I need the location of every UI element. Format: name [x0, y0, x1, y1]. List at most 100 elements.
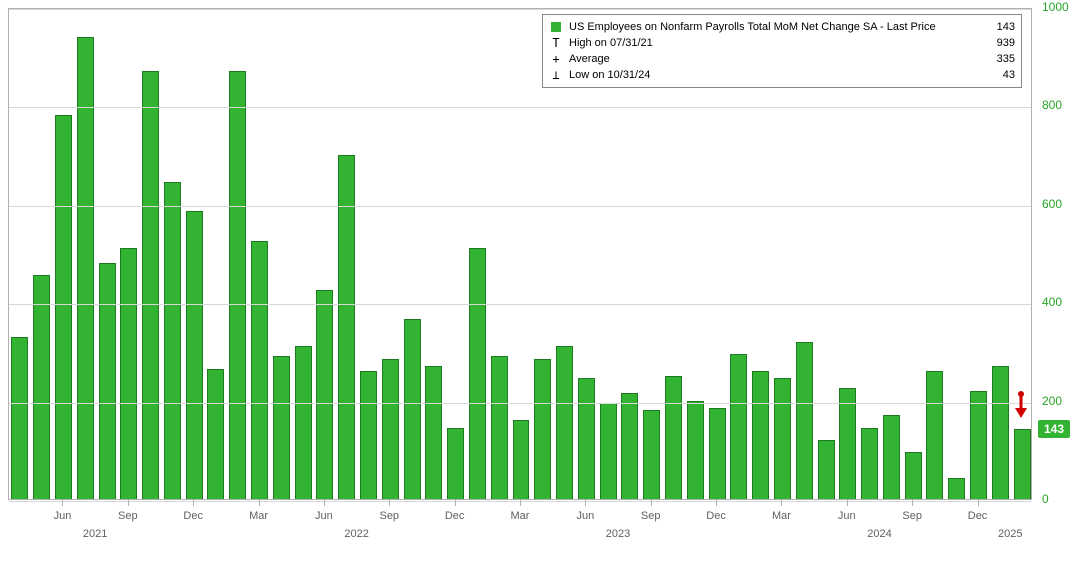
y-tick-label: 600: [1042, 197, 1062, 211]
x-tick: [128, 500, 129, 506]
bar: [33, 275, 50, 499]
gridline: [9, 304, 1031, 305]
last-value-text: 143: [1044, 422, 1064, 436]
x-month-label: Jun: [576, 510, 594, 522]
x-year-label: 2022: [344, 528, 368, 540]
bar: [164, 182, 181, 499]
bar: [186, 211, 203, 499]
bar: [295, 346, 312, 499]
bar: [273, 356, 290, 499]
legend-row-low: ⊥ Low on 10/31/24 43: [549, 67, 1015, 83]
x-tick: [455, 500, 456, 506]
x-tick: [912, 500, 913, 506]
low-glyph-icon: ⊥: [549, 68, 563, 82]
legend-low-label: Low on 10/31/24: [569, 69, 973, 81]
x-year-label: 2024: [867, 528, 891, 540]
x-tick: [978, 500, 979, 506]
y-tick-label: 800: [1042, 98, 1062, 112]
x-tick: [389, 500, 390, 506]
y-tick-label: 200: [1042, 394, 1062, 408]
gridline: [9, 107, 1031, 108]
bar: [534, 359, 551, 499]
x-tick: [62, 500, 63, 506]
bar: [883, 415, 900, 499]
bar: [796, 342, 813, 499]
bar: [469, 248, 486, 499]
bar: [643, 410, 660, 499]
legend-row-average: + Average 335: [549, 51, 1015, 67]
bar: [382, 359, 399, 499]
bar: [55, 115, 72, 499]
x-month-label: Sep: [379, 510, 399, 522]
x-year-label: 2025: [998, 528, 1022, 540]
legend-row-high: T High on 07/31/21 939: [549, 35, 1015, 51]
legend-avg-label: Average: [569, 53, 973, 65]
bar: [99, 263, 116, 499]
bar: [142, 71, 159, 499]
x-month-label: Jun: [315, 510, 333, 522]
bar: [11, 337, 28, 499]
bar: [730, 354, 747, 499]
x-month-label: Sep: [118, 510, 138, 522]
x-month-label: Mar: [249, 510, 268, 522]
bar: [77, 37, 94, 499]
payrolls-bar-chart: 0 200 400 600 800 1000 143 Jun Sep Dec Mar Jun Sep…: [0, 0, 1080, 565]
x-month-label: Mar: [772, 510, 791, 522]
x-month-label: Mar: [511, 510, 530, 522]
bar: [970, 391, 987, 499]
high-glyph-icon: T: [549, 36, 563, 50]
x-tick: [716, 500, 717, 506]
x-month-label: Dec: [706, 510, 726, 522]
legend-box: US Employees on Nonfarm Payrolls Total M…: [542, 14, 1022, 88]
x-year-label: 2023: [606, 528, 630, 540]
y-tick-label: 400: [1042, 295, 1062, 309]
bar: [207, 369, 224, 499]
x-axis: Jun Sep Dec Mar Jun Sep Dec Mar Jun Sep Dec Mar Jun S…: [8, 500, 1032, 565]
bar: [491, 356, 508, 499]
bar: [513, 420, 530, 499]
bar: [992, 366, 1009, 499]
bar: [425, 366, 442, 499]
gridline: [9, 403, 1031, 404]
bar: [774, 378, 791, 499]
legend-avg-value: 335: [979, 53, 1015, 65]
bar: [404, 319, 421, 499]
avg-glyph-icon: +: [549, 52, 563, 66]
x-month-label: Jun: [838, 510, 856, 522]
x-month-label: Dec: [445, 510, 465, 522]
bar: [600, 403, 617, 499]
bar: [360, 371, 377, 499]
x-month-label: Sep: [902, 510, 922, 522]
legend-series-value: 143: [979, 21, 1015, 33]
legend-high-label: High on 07/31/21: [569, 37, 973, 49]
bar: [752, 371, 769, 499]
bar: [818, 440, 835, 499]
bar: [621, 393, 638, 499]
x-month-label: Dec: [968, 510, 988, 522]
x-month-label: Dec: [183, 510, 203, 522]
x-month-label: Sep: [641, 510, 661, 522]
y-tick-label: 1000: [1042, 0, 1069, 14]
bar: [316, 290, 333, 499]
x-tick: [193, 500, 194, 506]
x-month-label: Jun: [54, 510, 72, 522]
legend-high-value: 939: [979, 37, 1015, 49]
bar: [251, 241, 268, 499]
x-tick: [651, 500, 652, 506]
x-tick: [585, 500, 586, 506]
legend-row-series: US Employees on Nonfarm Payrolls Total M…: [549, 19, 1015, 35]
x-tick: [259, 500, 260, 506]
bar: [665, 376, 682, 499]
legend-swatch-icon: [549, 22, 563, 32]
x-tick: [781, 500, 782, 506]
x-year-label: 2021: [83, 528, 107, 540]
gridline: [9, 9, 1031, 10]
y-tick-label: 0: [1042, 492, 1049, 506]
bar: [120, 248, 137, 499]
bar: [447, 428, 464, 499]
bar: [839, 388, 856, 499]
bar: [578, 378, 595, 499]
bar: [1014, 429, 1031, 499]
bar: [687, 401, 704, 499]
bar: [905, 452, 922, 499]
